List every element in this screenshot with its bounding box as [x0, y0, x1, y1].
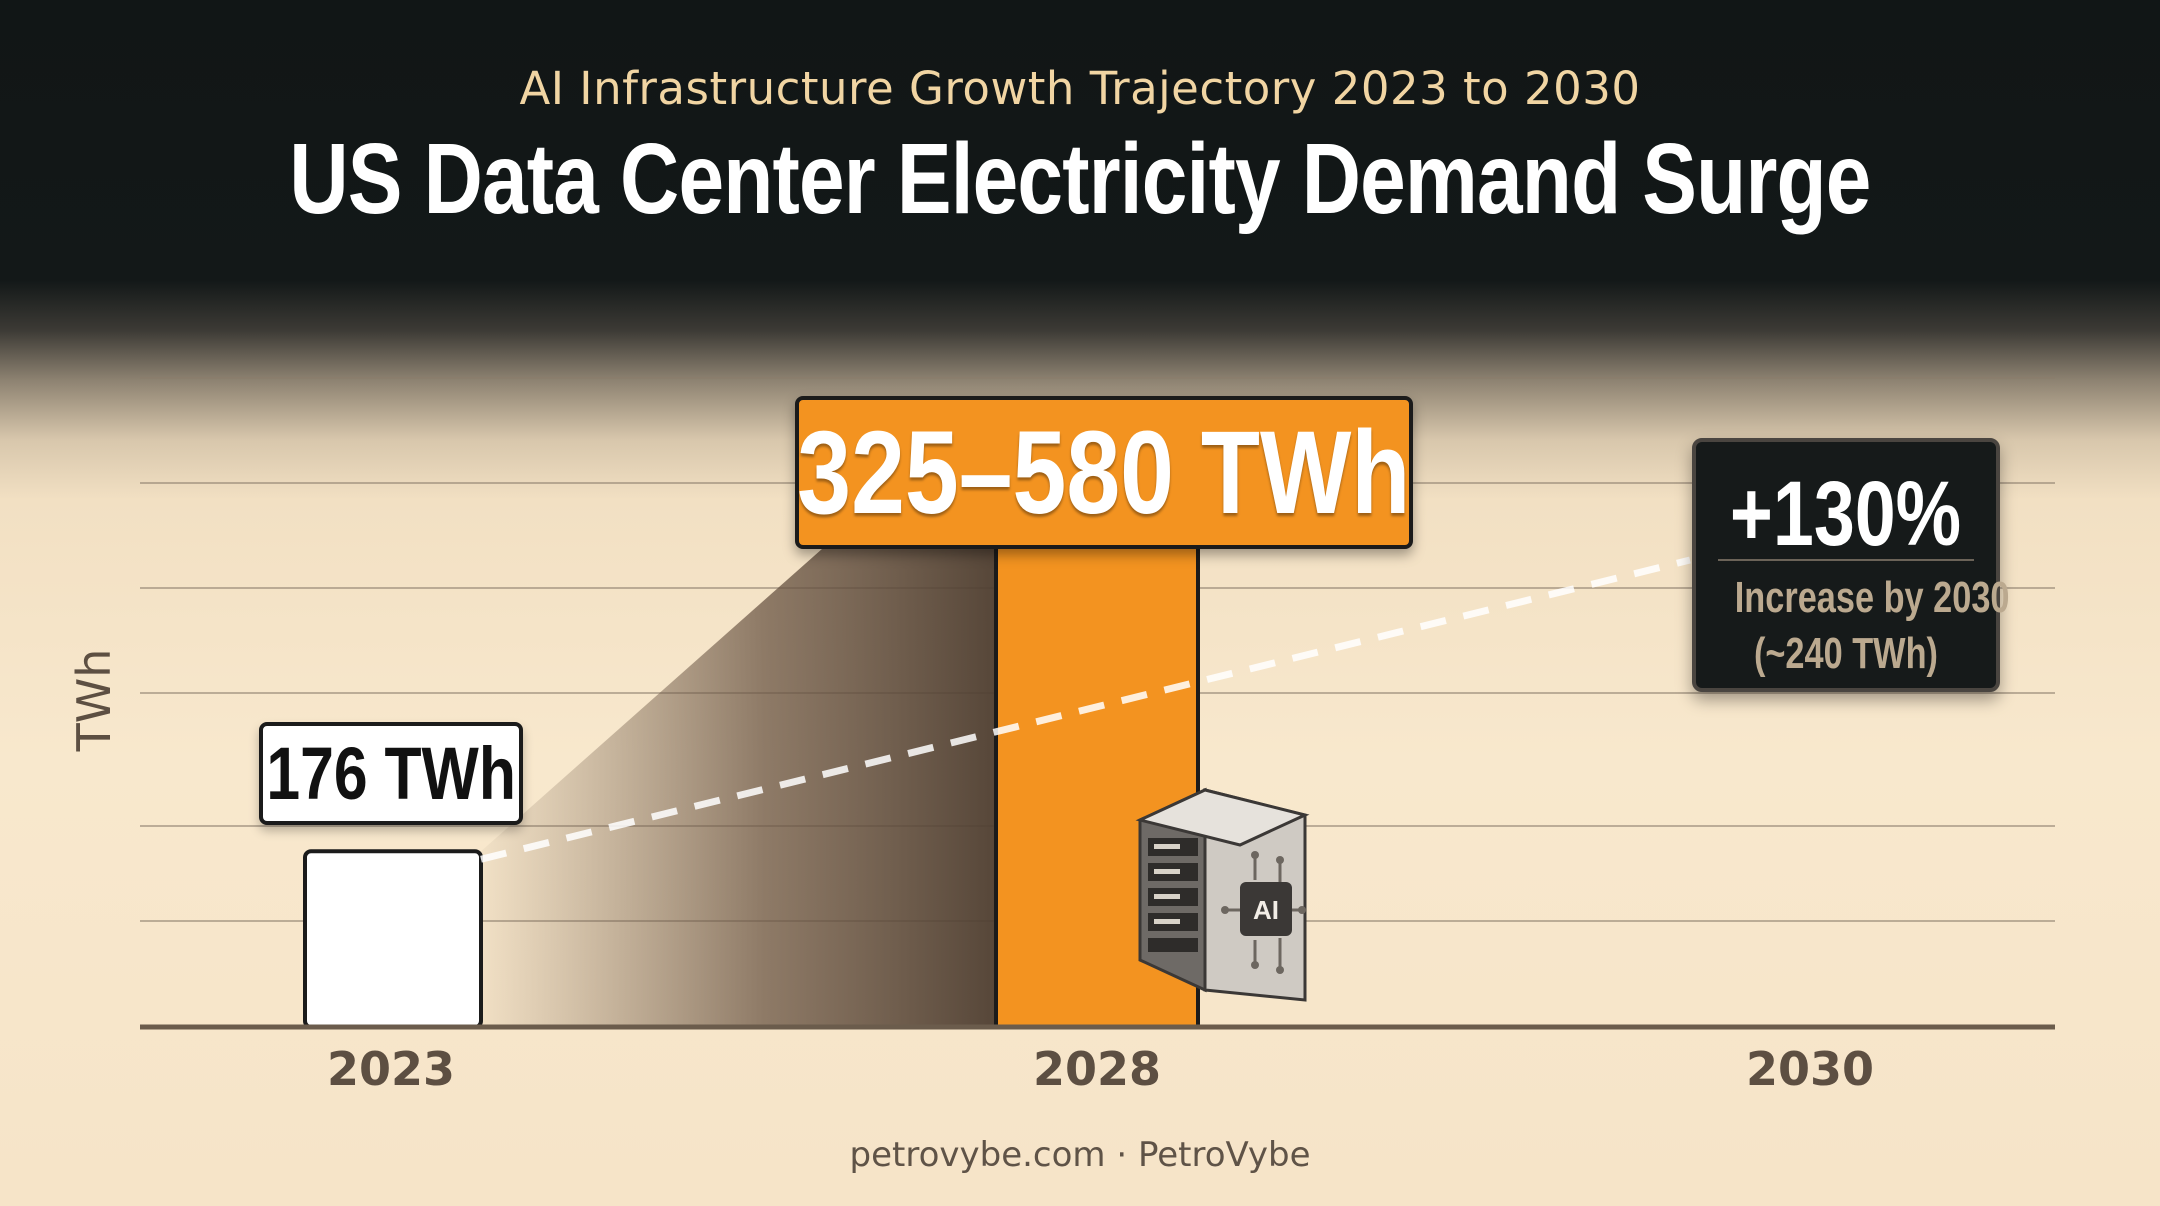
footer-credit: petrovybe.com · PetroVybe: [849, 1135, 1311, 1175]
data-label-2023: 176 TWh: [259, 722, 523, 825]
callout-percent: +130%: [1730, 463, 1962, 565]
trend-line: [480, 556, 1691, 863]
growth-callout: +130% Increase by 2030 (~240 TWh): [1692, 438, 2010, 692]
chart-title: US Data Center Electricity Demand Surge: [289, 123, 1871, 235]
x-tick-2028: 2028: [1033, 1042, 1161, 1096]
x-tick-labels: 2023 2028 2030: [327, 1042, 1874, 1096]
y-axis-label: TWh: [67, 649, 121, 753]
bar-2023: [303, 849, 483, 1029]
ai-server-rack-icon: AI: [1135, 787, 1310, 1002]
chart-subtitle: AI Infrastructure Growth Trajectory 2023…: [519, 62, 1641, 115]
callout-description: Increase by 2030 (~240 TWh): [1734, 573, 2010, 678]
data-label-2028: 325–580 TWh: [795, 396, 1413, 549]
x-tick-2023: 2023: [327, 1042, 455, 1096]
x-tick-2030: 2030: [1746, 1042, 1874, 1096]
callout-divider: [1718, 559, 1974, 561]
svg-text:AI: AI: [1253, 895, 1279, 925]
growth-cone: [481, 447, 996, 1027]
